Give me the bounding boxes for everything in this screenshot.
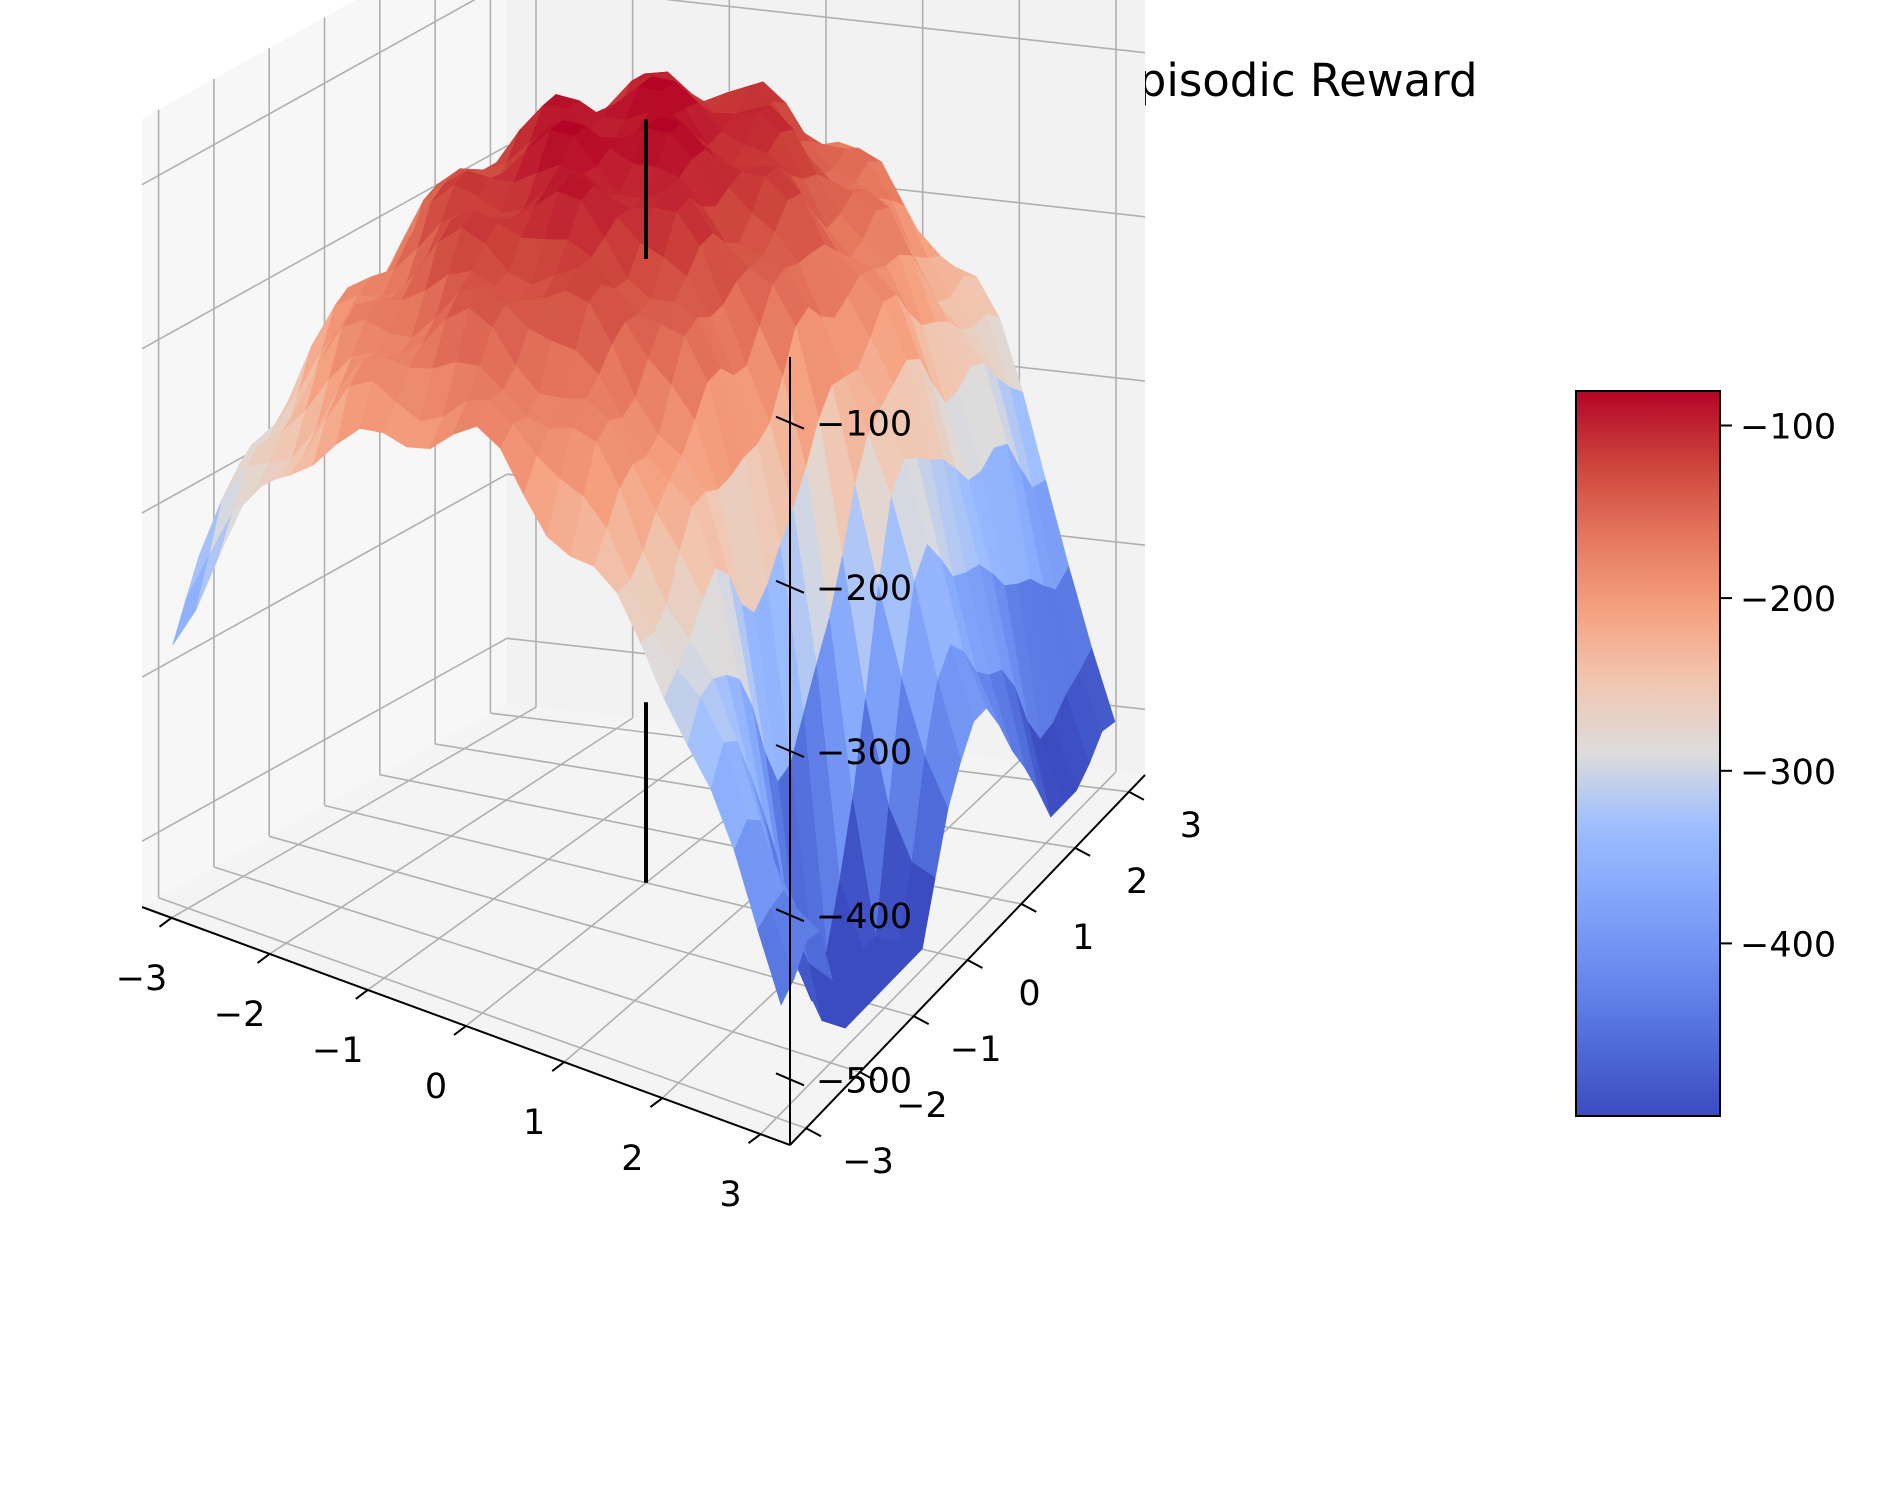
x-tick-label: 1 [523, 1103, 545, 1143]
colorbar-tick-label: −300 [1740, 753, 1836, 793]
x-tick-mark [453, 1025, 467, 1036]
x-tick-label: −3 [116, 959, 168, 999]
grid-line [664, 0, 1146, 54]
x-tick-mark [257, 953, 271, 964]
x-tick-mark [355, 989, 369, 1000]
x-tick-label: 3 [719, 1175, 741, 1215]
y-tick-mark [859, 1071, 876, 1081]
z-tick-mark [775, 908, 805, 923]
y-tick-mark [913, 1015, 930, 1025]
grid-line [141, 637, 508, 842]
y-tick-mark [1020, 903, 1037, 913]
y-tick-label: −2 [896, 1086, 948, 1126]
z-tick-label: −500 [816, 1061, 912, 1101]
y-tick-label: −1 [950, 1030, 1002, 1070]
grid-line [213, 866, 861, 1073]
z-tick-label: −400 [816, 897, 912, 937]
x-tick-mark [158, 916, 173, 928]
z-tick-label: −100 [816, 405, 912, 445]
colorbar-tick-label: −400 [1740, 925, 1836, 965]
grid-line [141, 0, 476, 186]
z-tick-label: −200 [816, 569, 912, 609]
colorbar-tick-label: −100 [1740, 408, 1836, 448]
y-tick-mark [1128, 790, 1145, 801]
grid-line [158, 897, 807, 1129]
z-tick-label: −300 [816, 733, 912, 773]
x-tick-label: 0 [425, 1067, 447, 1107]
y-tick-label: 1 [1072, 918, 1094, 958]
z-tick-mark [775, 1072, 805, 1087]
x-tick-mark [551, 1061, 565, 1072]
x-tick-mark [649, 1097, 664, 1108]
y-tick-mark [1074, 847, 1091, 857]
z-tick-mark [775, 579, 805, 594]
z-tick-mark [775, 415, 805, 430]
colorbar-scale [1575, 390, 1721, 1117]
y-tick-label: 2 [1126, 862, 1148, 902]
surface-patch [757, 907, 795, 1006]
y-tick-label: −3 [842, 1142, 894, 1182]
x-tick-label: −2 [214, 995, 266, 1035]
x-tick-mark [747, 1133, 762, 1144]
grid-line [141, 473, 508, 678]
colorbar: −400 −300 −200 −100 [1575, 390, 1836, 1117]
y-tick-mark [967, 959, 983, 969]
colorbar-tick-label: −200 [1740, 580, 1836, 620]
y-tick-label: 3 [1180, 806, 1202, 846]
y-tick-mark [805, 1127, 822, 1138]
z-tick-mark [775, 744, 805, 758]
y-tick-label: 0 [1018, 974, 1040, 1014]
x-tick-label: 2 [621, 1139, 643, 1179]
x-tick-label: −1 [312, 1031, 364, 1071]
